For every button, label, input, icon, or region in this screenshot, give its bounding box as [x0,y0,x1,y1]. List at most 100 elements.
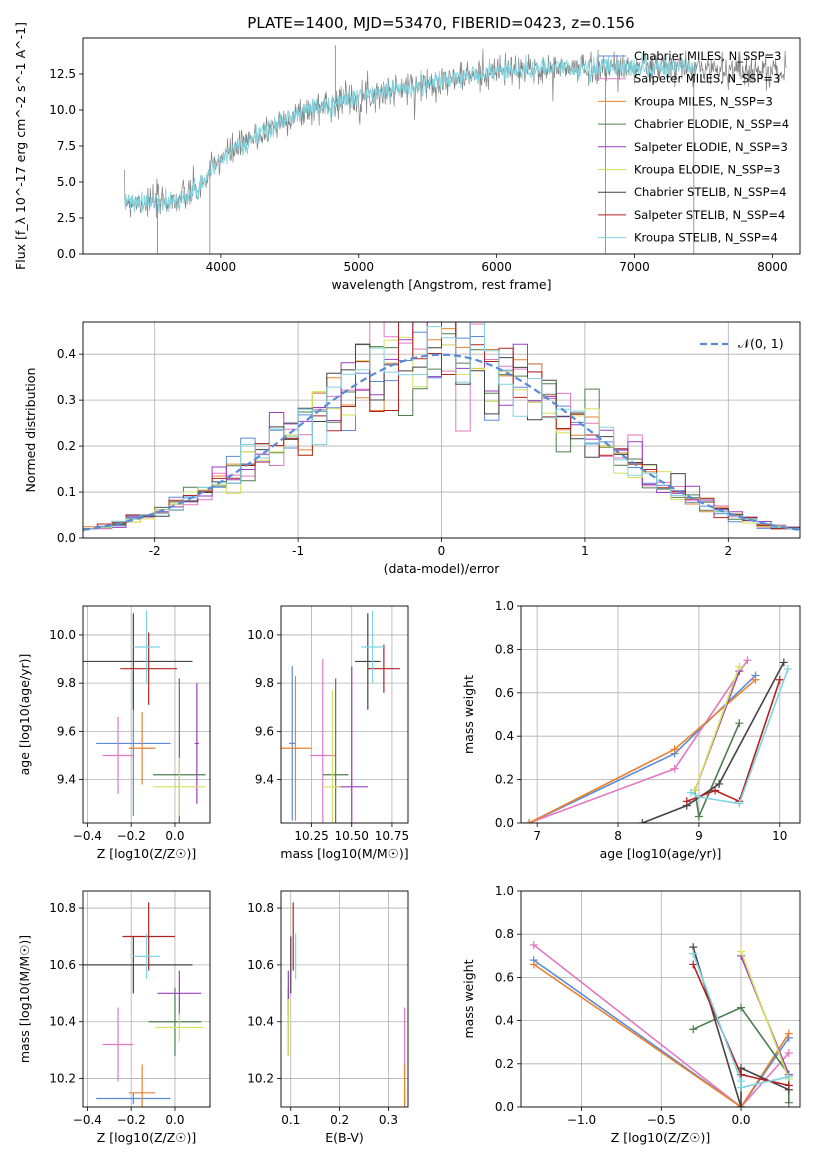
data-point [525,819,534,823]
plot-area [287,902,406,1107]
series-line [533,959,790,1107]
plot-frame [82,605,211,824]
panel-spectrum: 4000 5000 6000 7000 8000 0.0 2.5 5.0 7.5 10.0 12.5… [13,22,801,292]
y-axis-label: Flux [f_λ 10^-17 erg cm^-2 s^-1 A^-1] [13,22,28,270]
data-point [737,1083,746,1092]
y-tick-label: 0.2 [57,439,76,453]
data-point [715,779,724,788]
y-tick-label: 0.0 [495,1100,514,1114]
residual-histogram [83,322,800,530]
x-tick-label: 7 [533,829,541,843]
plot-frame [280,890,409,1108]
x-tick-label: −0.2 [117,829,146,843]
plot-area [525,656,792,823]
y-tick-label: 10.0 [49,103,76,117]
y-tick-label: 10.8 [247,901,274,915]
data-point [737,1003,746,1012]
plot-frame [82,321,801,539]
y-tick-label: 10.0 [49,628,76,642]
y-tick-label: 0.0 [57,531,76,545]
legend-label: Kroupa ELODIE, N_SSP=3 [634,163,780,177]
x-tick-label: 10.25 [294,829,328,843]
y-tick-label: 9.8 [57,676,76,690]
data-point [751,675,760,684]
y-tick-label: 10.6 [49,958,76,972]
x-tick-label: −1.0 [567,1113,596,1127]
y-tick-label: 9.4 [255,773,274,787]
data-point [689,1025,698,1034]
y-tick-label: 1.0 [495,599,514,613]
data-point [737,947,746,956]
x-tick-label: −0.4 [73,1113,102,1127]
plot-frame [82,890,211,1108]
y-tick-label: 2.5 [57,211,76,225]
data-point [783,664,792,673]
x-tick-label: 7000 [619,260,650,274]
y-tick-label: 10.0 [247,628,274,642]
y-tick-label: 0.8 [495,642,514,656]
series-line [533,944,790,1107]
y-tick-label: 9.6 [57,724,76,738]
x-tick-label: 1 [581,544,589,558]
panel-mass-weight-vs-Z: −1.0 −0.5 0.0 0.0 0.2 0.4 0.6 0.8 1.0 Z [log10(Z/… [461,884,801,1145]
data-point [694,812,703,821]
y-tick-label: 0.4 [495,729,514,743]
data-point [529,960,538,969]
y-tick-label: 0.4 [57,347,76,361]
y-tick-label: 10.8 [49,901,76,915]
plot-frame [82,37,801,255]
data-point [735,799,744,808]
y-tick-label: 5.0 [57,175,76,189]
x-tick-label: 8 [614,829,622,843]
y-tick-label: 10.6 [247,958,274,972]
x-tick-label: 0.0 [165,829,184,843]
legend-label: Kroupa STELIB, N_SSP=4 [634,231,778,245]
x-tick-label: 10.75 [375,829,409,843]
figure-title: PLATE=1400, MJD=53470, FIBERID=0423, z=0… [247,14,634,32]
x-axis-label: wavelength [Angstrom, rest frame] [331,277,551,292]
series-line [690,668,789,805]
plot-area [83,902,204,1107]
plot-area [529,941,793,1107]
x-tick-label: 9 [695,829,703,843]
data-point [682,797,691,806]
legend-label: Chabrier MILES, N_SSP=3 [634,49,781,63]
x-tick-label: 5000 [343,260,374,274]
y-tick-label: 9.6 [255,724,274,738]
plot-frame [520,605,801,824]
data-point [784,1029,793,1038]
y-tick-label: 0.0 [57,247,76,261]
series-line [740,951,790,1080]
y-tick-label: 9.8 [255,676,274,690]
x-tick-label: 0.3 [379,1113,398,1127]
x-axis-label: mass [log10(M/M☉)] [280,846,408,861]
y-tick-label: 0.3 [57,393,76,407]
panel-residuals: -2 -1 0 1 2 0.0 0.1 0.2 0.3 0.4 (data-model)/error… [23,321,801,576]
panel-age-vs-mass: 10.25 10.50 10.75 9.4 9.6 9.8 10.0 mass [log10(… [247,605,409,861]
y-tick-label: 0.1 [57,485,76,499]
panel-mass-weight-vs-age: 7 8 9 10 0.0 0.2 0.4 0.6 0.8 1.0 age [log10(age/yr… [461,599,801,861]
data-point [689,960,698,969]
legend-label: Salpeter MILES, N_SSP=3 [634,72,780,86]
legend-label: Chabrier ELODIE, N_SSP=4 [634,117,789,131]
series-line [686,679,781,803]
series-line [533,963,790,1107]
x-tick-label: 10 [772,829,787,843]
y-tick-label: 10.2 [247,1072,274,1086]
x-tick-label: 8000 [757,260,788,274]
data-point [775,675,784,684]
x-tick-label: -1 [292,544,304,558]
y-axis-label: mass weight [461,675,476,754]
x-tick-label: −0.2 [117,1113,146,1127]
y-tick-label: 10.4 [49,1015,76,1029]
legend-label: Chabrier STELIB, N_SSP=4 [634,185,786,199]
plot-area [124,45,787,254]
x-tick-label: 0 [438,544,446,558]
y-tick-label: 0.2 [495,1057,514,1071]
y-tick-label: 10.2 [49,1072,76,1086]
x-tick-label: −0.4 [73,829,102,843]
residual-histogram [83,322,800,530]
y-tick-label: 0.4 [495,1014,514,1028]
legend-label: 𝒩(0, 1) [738,336,784,351]
